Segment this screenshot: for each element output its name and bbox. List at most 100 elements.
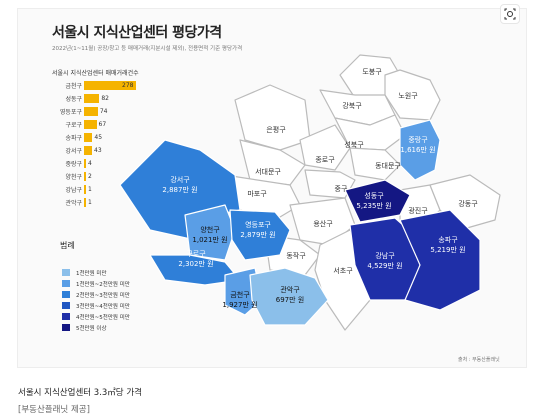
label-seodaemun: 서대문구 (255, 167, 281, 176)
page-title: 서울시 지식산업센터 평당가격 (52, 25, 222, 41)
image-caption: 서울시 지식산업센터 3.3㎡당 가격 (18, 388, 142, 398)
district-jungnang (399, 119, 441, 181)
source-note: 출처 : 부동산플래닛 (458, 357, 500, 363)
price-gangnam: 4,529만 원 (367, 261, 402, 270)
label-gangbuk: 강북구 (342, 101, 362, 110)
legend-swatch (62, 324, 70, 331)
bar-value-label: 43 (94, 146, 102, 154)
bar-row: 영등포구 74 (50, 106, 107, 116)
image-credit: [부동산플래닛 제공] (18, 405, 90, 415)
bar-category-label: 구로구 (65, 121, 82, 129)
label-gwangjin: 광진구 (408, 206, 428, 215)
legend-item: 4천만원~5천만원 미만 (62, 312, 130, 321)
bar-row: 강서구 43 (50, 145, 102, 155)
bar-value-label: 1 (88, 198, 92, 206)
label-seocho: 서초구 (333, 266, 353, 275)
price-guro: 2,302만 원 (178, 259, 213, 268)
image-search-icon[interactable] (500, 4, 520, 24)
price-gangseo: 2,887만 원 (162, 185, 197, 194)
bar-row: 강남구 1 (50, 184, 92, 194)
bar (84, 106, 98, 116)
price-gwanak: 697만 원 (276, 295, 304, 304)
district-gwanak (249, 267, 329, 326)
legend-item: 2천만원~3천만원 미만 (62, 290, 130, 299)
bar-value-label: 67 (98, 120, 107, 128)
bar-category-label: 강남구 (65, 186, 82, 194)
label-nowon: 노원구 (398, 91, 418, 100)
legend-item: 1천만원~2천만원 미만 (62, 279, 130, 288)
bar-value-label: 4 (88, 159, 92, 167)
label-gangseo: 강서구 (170, 175, 190, 184)
label-gangdong: 강동구 (458, 199, 478, 208)
legend-item: 5천만원 이상 (62, 323, 107, 332)
page-subtitle: 2022년(1~11월) 공장/창고 등 매매거래(지분시설 제외), 전용면적… (52, 46, 243, 52)
district-yangcheon (184, 204, 236, 261)
bar-value-label: 45 (94, 133, 103, 141)
bar-value-label: 82 (101, 94, 109, 102)
bar (84, 80, 136, 90)
label-mapo: 마포구 (247, 189, 267, 198)
label-jungnang: 중랑구 (408, 136, 428, 144)
bar-value-label: 2 (88, 172, 92, 180)
legend-label: 3천만원~4천만원 미만 (76, 303, 130, 310)
bar (84, 184, 86, 194)
legend-swatch (62, 302, 70, 309)
price-yangcheon: 1,021만 원 (192, 235, 227, 244)
label-seongdong: 성동구 (364, 191, 384, 200)
bar (84, 119, 97, 129)
bar-category-label: 강서구 (65, 147, 82, 155)
label-gwanak: 관악구 (280, 285, 300, 294)
bar (84, 93, 100, 103)
price-songpa: 5,219만 원 (430, 245, 465, 254)
label-songpa: 송파구 (438, 235, 458, 244)
label-yeongdeungpo: 영등포구 (245, 220, 271, 229)
bar-category-label: 금천구 (65, 82, 82, 90)
bar-value-label: 278 (122, 81, 134, 89)
label-seongbuk: 성북구 (344, 140, 364, 149)
bar-chart-title: 서울시 지식산업센터 매매거래건수 (52, 70, 139, 77)
legend-item: 1천만원 미만 (62, 268, 107, 277)
bar-category-label: 중랑구 (65, 160, 82, 168)
legend-label: 5천만원 이상 (76, 325, 107, 332)
district-seongdong (344, 179, 411, 223)
district-yeongdeungpo (229, 209, 291, 261)
bar (84, 171, 86, 181)
label-guro: 구로구 (186, 250, 206, 258)
label-yangcheon: 양천구 (200, 225, 220, 234)
district-jongno (299, 124, 351, 171)
bar-row: 양천구 2 (50, 171, 92, 181)
bar-row: 구로구 67 (50, 119, 106, 129)
bar-category-label: 양천구 (65, 173, 82, 181)
legend-swatch (62, 280, 70, 287)
price-jungnang: 1,616만 원 (400, 145, 435, 154)
bar-category-label: 관악구 (65, 199, 82, 207)
legend-swatch (62, 313, 70, 320)
bar-value-label: 1 (88, 185, 92, 193)
bar-category-label: 영등포구 (59, 108, 82, 116)
bar (84, 145, 93, 155)
bar-value-label: 74 (99, 107, 108, 115)
legend-swatch (62, 291, 70, 298)
bar (84, 158, 86, 168)
district-seodaemun (239, 139, 306, 186)
bar (84, 132, 93, 142)
price-yeongdeungpo: 2,879만 원 (240, 230, 275, 239)
bar-row: 송파구 45 (50, 132, 102, 142)
legend-item: 3천만원~4천만원 미만 (62, 301, 130, 310)
label-yongsan: 용산구 (313, 219, 333, 228)
district-songpa (399, 209, 481, 311)
label-gangnam: 강남구 (375, 251, 395, 260)
bar-row: 관악구 1 (50, 197, 92, 207)
legend-label: 1천만원 미만 (76, 270, 107, 277)
bar-category-label: 성동구 (65, 95, 82, 103)
label-dobong: 도봉구 (362, 68, 382, 76)
label-dongdaemun: 동대문구 (375, 162, 401, 170)
label-jongno: 종로구 (315, 156, 335, 164)
price-seongdong: 5,235만 원 (356, 201, 391, 210)
district-dongdaemun (349, 147, 401, 181)
legend-swatch (62, 269, 70, 276)
legend-label: 4천만원~5천만원 미만 (76, 314, 130, 321)
bar-row: 중랑구 4 (50, 158, 92, 168)
bar-row: 성동구 82 (50, 93, 109, 103)
